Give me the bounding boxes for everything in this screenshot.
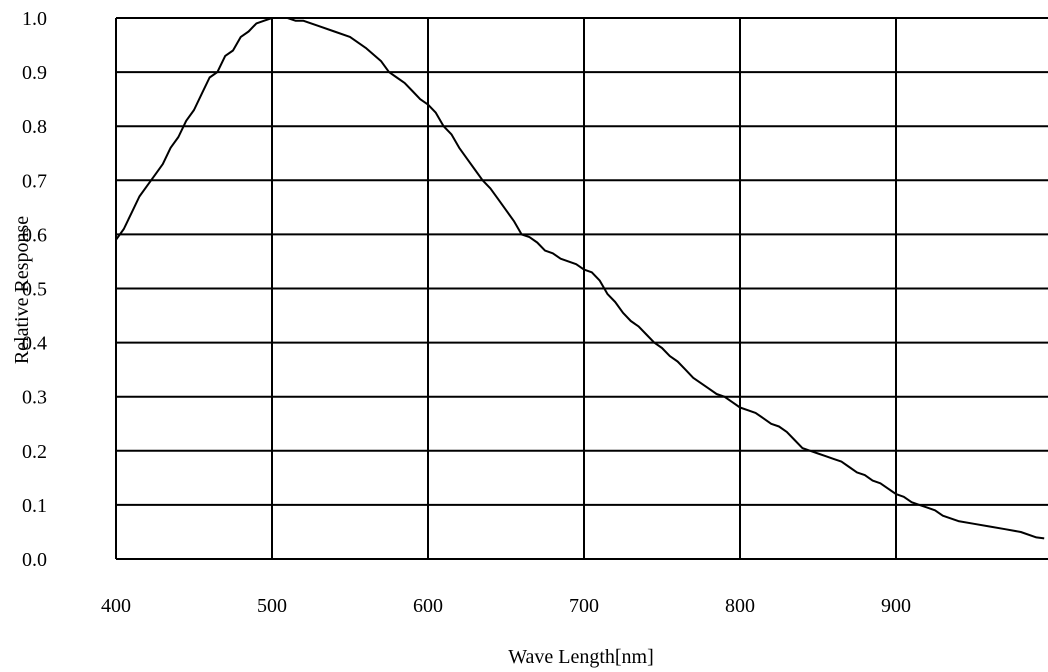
y-tick-label-7: 0.7 xyxy=(22,170,47,192)
y-tick-label-9: 0.9 xyxy=(22,62,47,84)
y-tick-label-0: 0.0 xyxy=(22,549,47,571)
y-axis-ticks: 0.0 0.1 0.2 0.3 0.4 0.5 0.6 0.7 0.8 0.9 1.0 xyxy=(22,8,47,571)
series-layer xyxy=(115,17,1045,540)
y-tick-label-6: 0.6 xyxy=(22,224,47,246)
y-tick-label-2: 0.2 xyxy=(22,441,47,463)
x-axis-title: Wave Length[nm] xyxy=(508,646,654,668)
series-line-0 xyxy=(115,17,1045,540)
y-tick-label-10: 1.0 xyxy=(22,8,47,30)
y-tick-label-1: 0.1 xyxy=(22,495,47,517)
y-tick-label-3: 0.3 xyxy=(22,387,47,409)
grid xyxy=(116,17,1048,560)
x-tick-label-5: 900 xyxy=(881,595,911,617)
x-tick-label-3: 700 xyxy=(569,595,599,617)
x-tick-label-2: 600 xyxy=(413,595,443,617)
x-tick-label-4: 800 xyxy=(725,595,755,617)
y-axis-title: Relative Response xyxy=(11,216,33,364)
y-tick-label-8: 0.8 xyxy=(22,116,47,138)
x-axis-ticks: 400 500 600 700 800 900 xyxy=(101,595,911,617)
x-tick-label-1: 500 xyxy=(257,595,287,617)
y-tick-label-4: 0.4 xyxy=(22,333,47,355)
y-tick-label-5: 0.5 xyxy=(22,279,47,301)
x-tick-label-0: 400 xyxy=(101,595,131,617)
